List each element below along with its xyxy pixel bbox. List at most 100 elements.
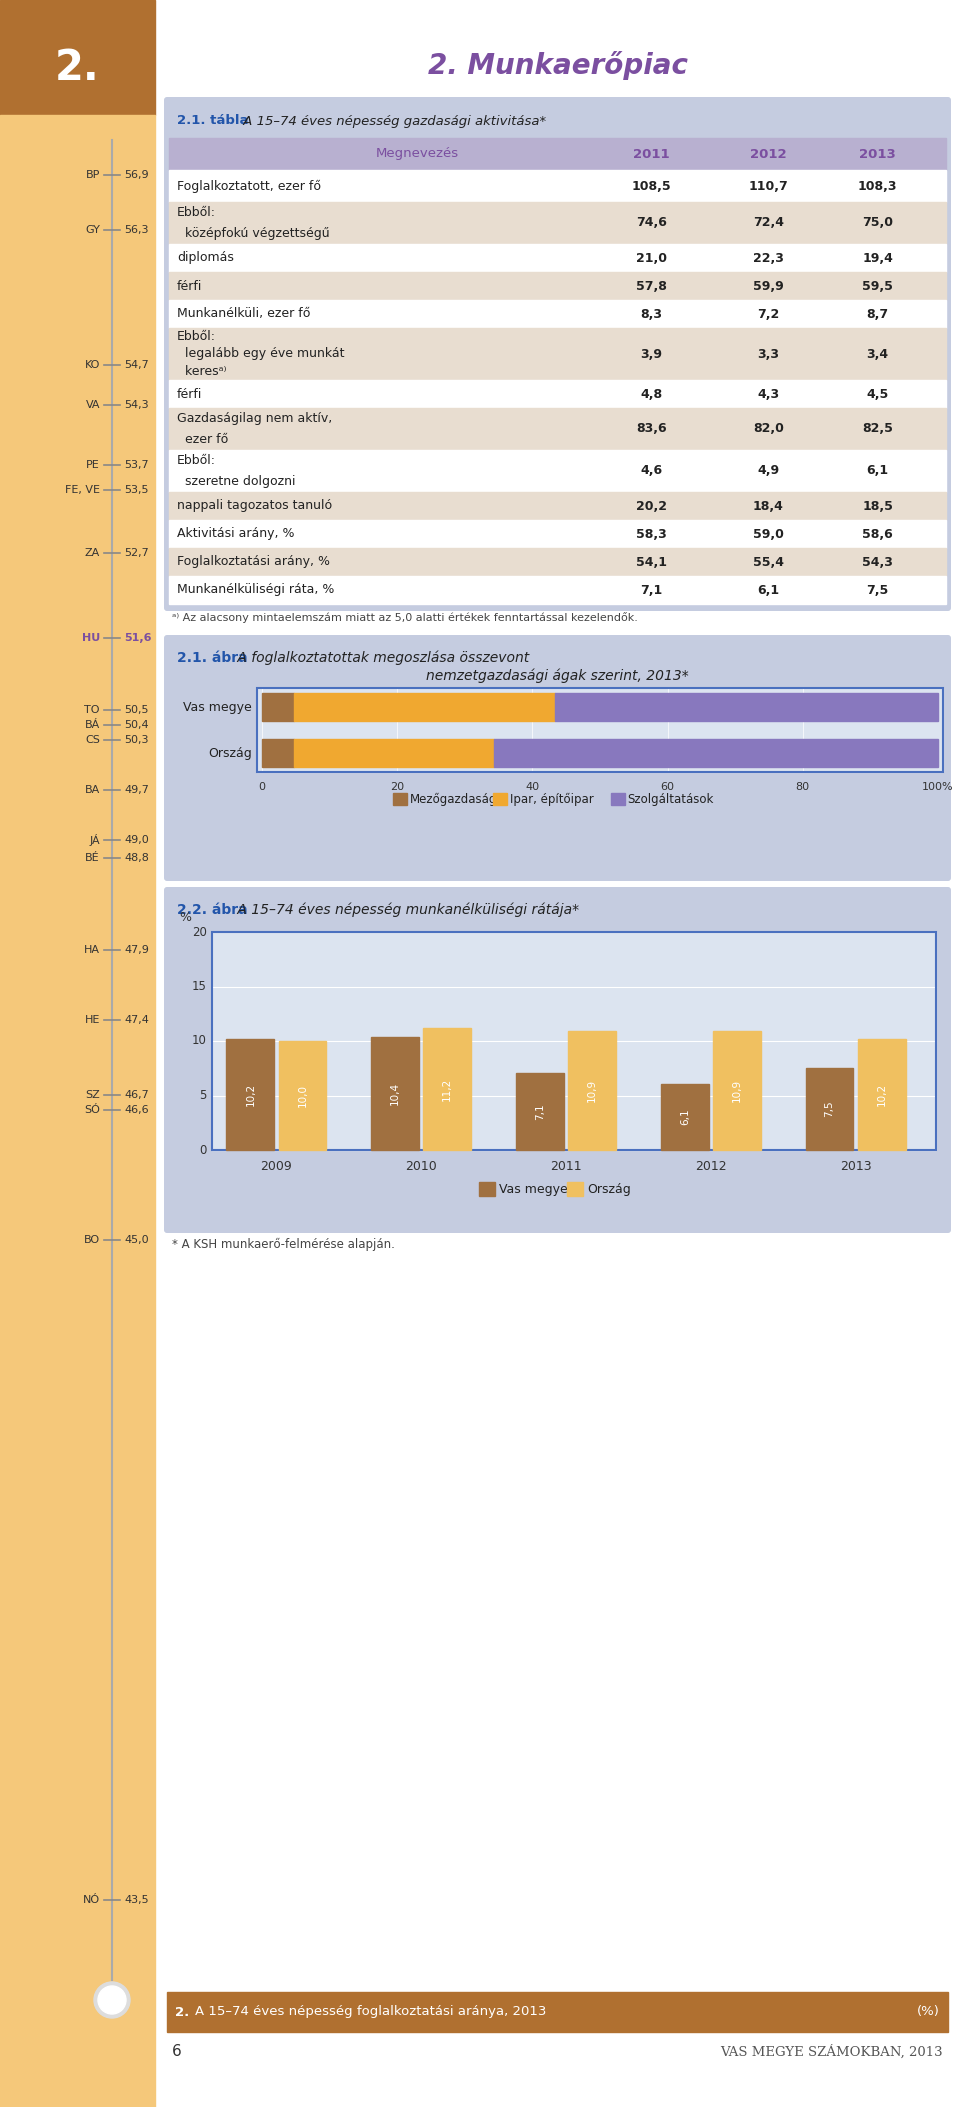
Text: 54,3: 54,3 <box>124 400 149 411</box>
Text: 6: 6 <box>172 2044 181 2059</box>
Text: 49,0: 49,0 <box>124 834 149 845</box>
Bar <box>423 1028 471 1150</box>
Text: 2012: 2012 <box>750 147 786 160</box>
Text: Ebből:: Ebből: <box>177 453 216 468</box>
Text: Munkanélküli, ezer fő: Munkanélküli, ezer fő <box>177 308 310 320</box>
Text: A 15–74 éves népesség gazdasági aktivitása*: A 15–74 éves népesség gazdasági aktivitá… <box>239 114 546 129</box>
Text: Ebből:: Ebből: <box>177 331 216 343</box>
Text: 10,0: 10,0 <box>298 1083 307 1106</box>
Bar <box>169 171 946 202</box>
Text: ᵃ⁾ Az alacsony mintaelemszám miatt az 5,0 alatti értékek fenntartással kezelendő: ᵃ⁾ Az alacsony mintaelemszám miatt az 5,… <box>172 611 637 624</box>
Text: 10,2: 10,2 <box>246 1083 255 1106</box>
Text: 19,4: 19,4 <box>862 251 893 265</box>
Text: 7,5: 7,5 <box>825 1100 834 1117</box>
Text: 50,5: 50,5 <box>124 706 149 714</box>
Text: BO: BO <box>84 1235 100 1245</box>
Text: 54,1: 54,1 <box>636 556 666 569</box>
Bar <box>611 792 625 805</box>
Text: 49,7: 49,7 <box>124 786 149 794</box>
Text: 2013: 2013 <box>840 1161 872 1174</box>
Bar <box>278 1041 326 1150</box>
Text: VA: VA <box>85 400 100 411</box>
Text: Gazdaságilag nem aktív,: Gazdaságilag nem aktív, <box>177 413 332 426</box>
Text: 10,9: 10,9 <box>588 1079 597 1102</box>
Bar <box>0 0 155 116</box>
Text: Vas megye: Vas megye <box>499 1182 567 1195</box>
Text: 60: 60 <box>660 782 675 792</box>
Text: 5: 5 <box>200 1089 207 1102</box>
Text: Ipar, építőipar: Ipar, építőipar <box>510 792 593 805</box>
Text: 2013: 2013 <box>859 147 896 160</box>
Text: 2.1. ábra: 2.1. ábra <box>177 651 248 666</box>
Text: 40: 40 <box>525 782 540 792</box>
Bar <box>0 116 155 2107</box>
Text: 6,1: 6,1 <box>680 1108 690 1125</box>
Text: 3,3: 3,3 <box>757 348 780 360</box>
Bar <box>169 379 946 409</box>
Bar <box>295 740 493 767</box>
Text: 72,4: 72,4 <box>753 217 784 230</box>
Text: FE, VE: FE, VE <box>65 485 100 495</box>
Text: Foglalkoztatott, ezer fő: Foglalkoztatott, ezer fő <box>177 179 321 192</box>
Bar <box>212 931 936 1150</box>
Text: 110,7: 110,7 <box>749 179 788 192</box>
Bar <box>568 1030 616 1150</box>
Bar <box>262 693 295 721</box>
Text: 18,4: 18,4 <box>753 499 783 512</box>
Text: 7,1: 7,1 <box>535 1102 545 1119</box>
Text: 59,0: 59,0 <box>753 527 783 541</box>
Bar <box>493 740 938 767</box>
Text: BÉ: BÉ <box>85 853 100 864</box>
Text: TO: TO <box>84 706 100 714</box>
Text: 82,5: 82,5 <box>862 424 893 436</box>
Text: 22,3: 22,3 <box>753 251 783 265</box>
Text: 59,9: 59,9 <box>753 280 783 293</box>
Text: CS: CS <box>85 735 100 746</box>
Text: 2. Munkaerőpiac: 2. Munkaerőpiac <box>427 51 687 80</box>
Bar <box>169 137 946 171</box>
Text: 53,5: 53,5 <box>124 485 149 495</box>
Text: 2.2. ábra: 2.2. ábra <box>177 904 248 917</box>
Bar <box>479 1182 494 1197</box>
Text: HU: HU <box>82 632 100 643</box>
Bar <box>212 931 936 1150</box>
Text: * A KSH munkaerő-felmérése alapján.: * A KSH munkaerő-felmérése alapján. <box>172 1239 395 1252</box>
Text: 108,5: 108,5 <box>632 179 671 192</box>
Bar <box>262 740 295 767</box>
Text: 4,9: 4,9 <box>757 464 780 478</box>
Text: 83,6: 83,6 <box>636 424 666 436</box>
Text: 2.: 2. <box>175 2006 189 2019</box>
Text: 2009: 2009 <box>260 1161 292 1174</box>
Text: 20,2: 20,2 <box>636 499 666 512</box>
Bar <box>169 244 946 272</box>
Text: Ebből:: Ebből: <box>177 206 216 219</box>
Text: NÓ: NÓ <box>83 1894 100 1905</box>
Text: Aktivitási arány, %: Aktivitási arány, % <box>177 527 295 541</box>
Text: 7,1: 7,1 <box>640 584 662 596</box>
Text: 2011: 2011 <box>550 1161 582 1174</box>
Text: 82,0: 82,0 <box>753 424 783 436</box>
Text: 75,0: 75,0 <box>862 217 893 230</box>
Bar <box>169 520 946 548</box>
Text: 4,8: 4,8 <box>640 388 662 400</box>
Text: 2012: 2012 <box>695 1161 727 1174</box>
Text: nappali tagozatos tanuló: nappali tagozatos tanuló <box>177 499 332 512</box>
Text: 0: 0 <box>258 782 266 792</box>
Bar <box>169 409 946 451</box>
Text: szeretne dolgozni: szeretne dolgozni <box>177 474 296 489</box>
Bar <box>805 1068 853 1150</box>
FancyBboxPatch shape <box>164 887 951 1233</box>
Bar <box>567 1182 584 1197</box>
Bar <box>257 689 943 771</box>
Text: 52,7: 52,7 <box>124 548 149 558</box>
Bar <box>227 1039 275 1150</box>
Text: 7,5: 7,5 <box>867 584 889 596</box>
Bar <box>492 792 507 805</box>
Text: 10,9: 10,9 <box>732 1079 742 1102</box>
Text: SZ: SZ <box>85 1089 100 1100</box>
Text: 2.1. tábla: 2.1. tábla <box>177 114 249 129</box>
Text: A 15–74 éves népesség munkanélküliségi rátája*: A 15–74 éves népesség munkanélküliségi r… <box>233 902 579 917</box>
Text: 8,7: 8,7 <box>867 308 889 320</box>
Text: VAS MEGYE SZÁMOKBAN, 2013: VAS MEGYE SZÁMOKBAN, 2013 <box>720 2046 943 2059</box>
Text: 10,2: 10,2 <box>876 1083 887 1106</box>
